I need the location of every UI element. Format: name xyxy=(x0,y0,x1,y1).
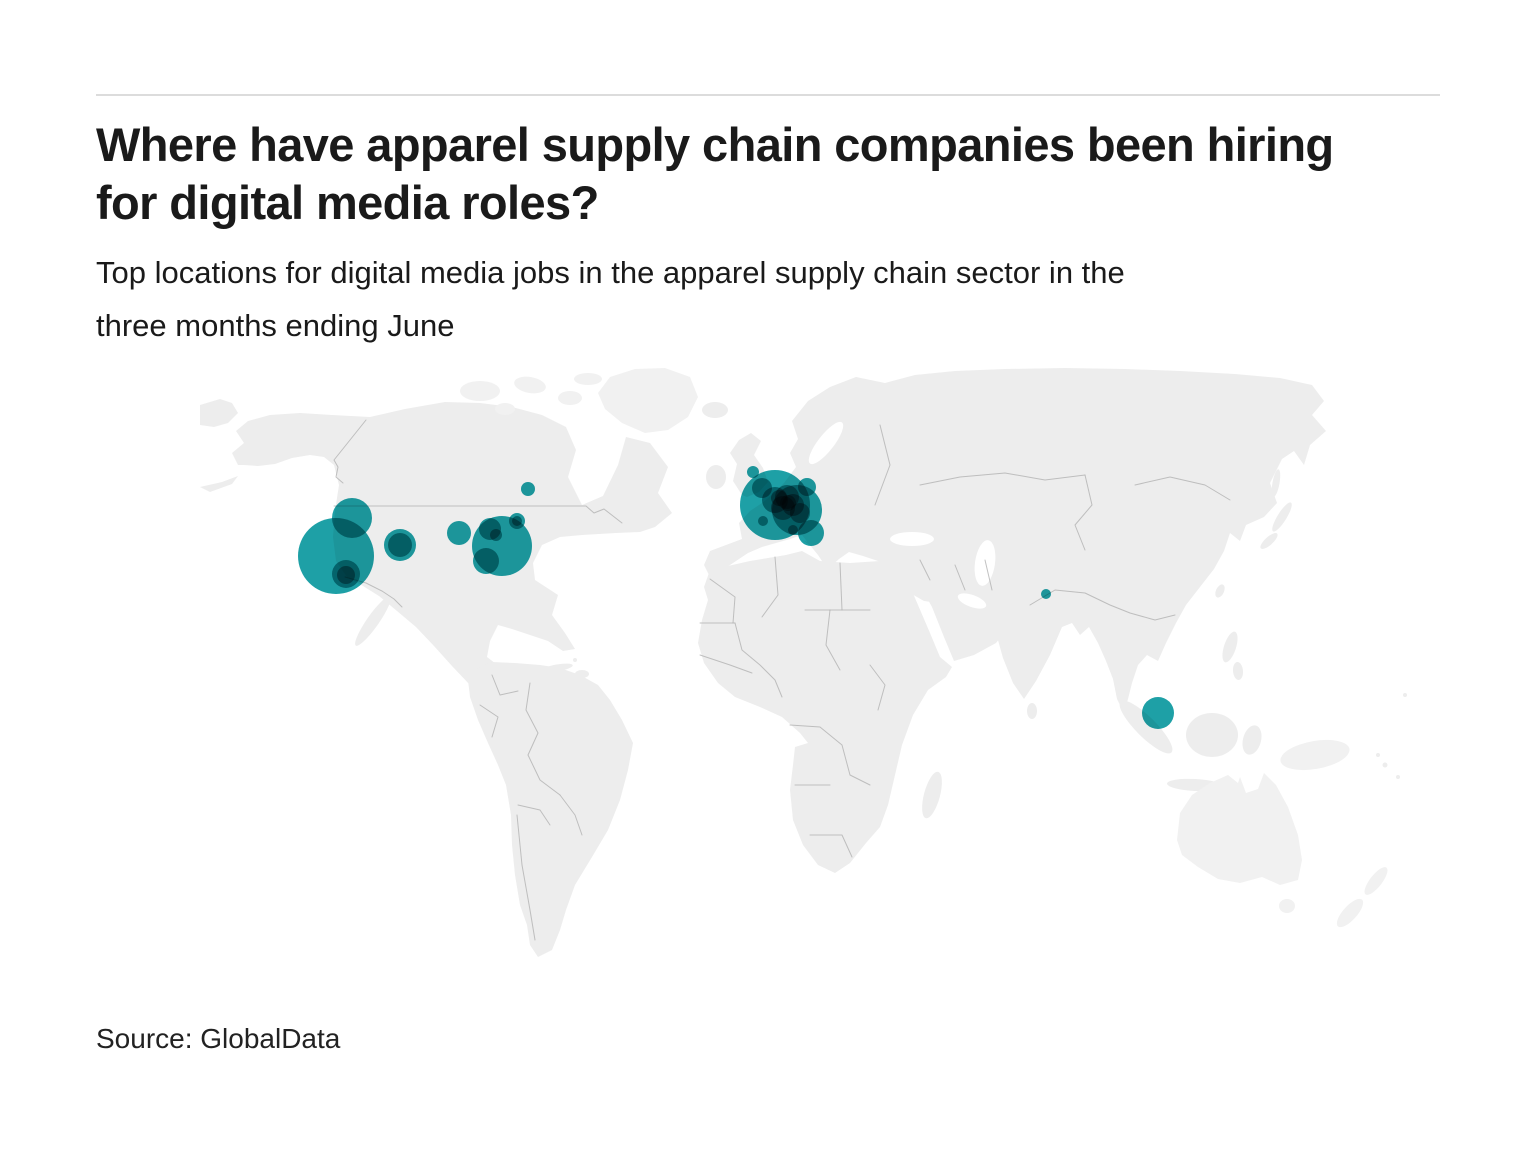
page-title-line2: for digital media roles? xyxy=(96,176,599,229)
page-title-line1: Where have apparel supply chain companie… xyxy=(96,118,1334,171)
bubble-north-america xyxy=(473,548,499,574)
page-title: Where have apparel supply chain companie… xyxy=(96,116,1456,232)
bubble-europe xyxy=(798,478,816,496)
bubble-southeast-asia xyxy=(1142,697,1174,729)
bubble-north-america xyxy=(512,516,522,526)
continents xyxy=(200,368,1407,957)
bubble-europe xyxy=(788,525,798,535)
page-subtitle: Top locations for digital media jobs in … xyxy=(96,246,1476,352)
bubble-north-america xyxy=(332,498,372,538)
page-subtitle-line1: Top locations for digital media jobs in … xyxy=(96,255,1125,290)
bubble-north-america xyxy=(490,529,502,541)
bubble-europe xyxy=(798,520,824,546)
source-attribution: Source: GlobalData xyxy=(96,1023,341,1054)
world-map xyxy=(200,368,1407,957)
bubble-map xyxy=(200,365,1410,990)
bubble-india xyxy=(1041,589,1051,599)
bubble-layer xyxy=(298,466,1174,729)
bubble-north-america xyxy=(388,533,412,557)
country-borders xyxy=(333,419,1231,941)
bubble-north-america xyxy=(521,482,535,496)
bubble-europe xyxy=(747,466,759,478)
bubble-north-america xyxy=(337,566,355,584)
bubble-europe xyxy=(758,516,768,526)
page-subtitle-line2: three months ending June xyxy=(96,308,455,343)
bubble-north-america xyxy=(447,521,471,545)
top-rule xyxy=(96,94,1440,96)
bubble-europe xyxy=(780,495,796,511)
